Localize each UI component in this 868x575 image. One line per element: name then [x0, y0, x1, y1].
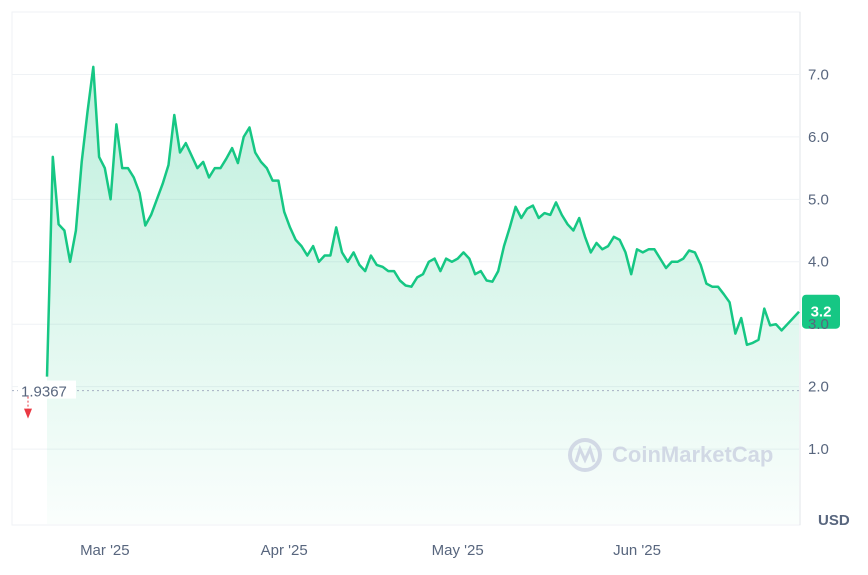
last-price-badge	[802, 294, 840, 329]
last-price-label: 3.2	[811, 304, 832, 321]
y-tick-label: 6.0	[808, 129, 829, 146]
watermark-logo-mark	[574, 444, 596, 464]
x-tick-label: May '25	[432, 542, 484, 559]
watermark-logo	[568, 438, 602, 472]
x-tick-label: Jun '25	[613, 542, 661, 559]
y-tick-label: 1.0	[808, 441, 829, 458]
y-tick-label: 3.0	[808, 316, 829, 333]
watermark: CoinMarketCap	[568, 438, 773, 472]
reference-arrow	[24, 408, 32, 419]
y-tick-label: 5.0	[808, 191, 829, 208]
overlay: 1.9367 3.2	[12, 294, 840, 419]
reference-label-bg	[18, 380, 76, 399]
x-tick-label: Apr '25	[261, 542, 308, 559]
price-line	[45, 65, 800, 377]
watermark-text: CoinMarketCap	[612, 442, 773, 467]
reference-label: 1.9367	[21, 384, 67, 401]
y-unit: USD	[818, 512, 850, 529]
y-tick-label: 7.0	[808, 66, 829, 83]
y-tick-label: 4.0	[808, 254, 829, 271]
y-tick-label: 2.0	[808, 379, 829, 396]
x-tick-label: Mar '25	[80, 542, 130, 559]
area-fill	[47, 66, 799, 525]
series	[45, 65, 800, 525]
